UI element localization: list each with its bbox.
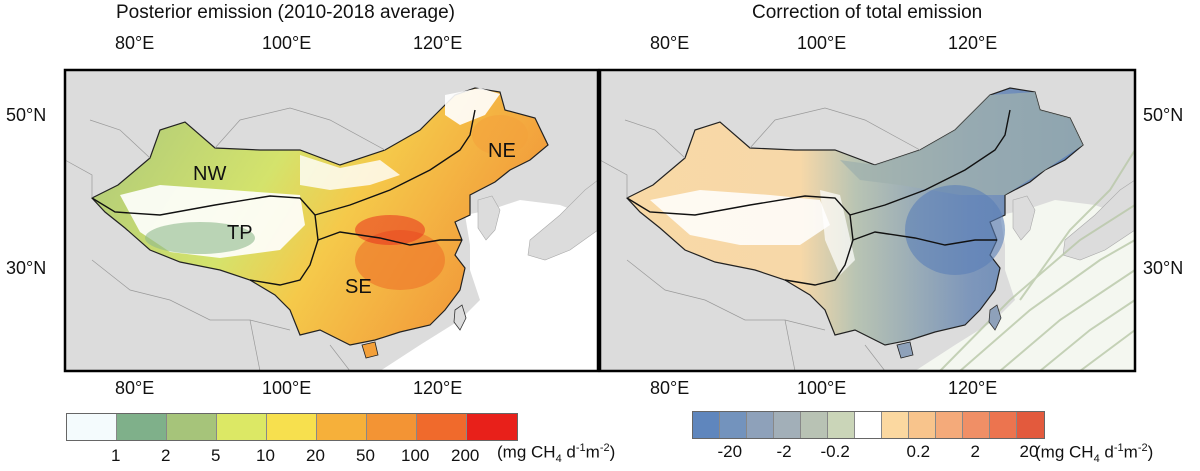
cbarR-label-0: -20 (717, 442, 743, 461)
right-country-borders (600, 107, 921, 371)
right-map-title: Correction of total emission (752, 2, 983, 23)
left-taiwan (453, 304, 467, 331)
cbarR-swatch-8 (909, 412, 936, 438)
left-region-boundary-tp-se (249, 214, 319, 286)
cbarR-swatch-0 (693, 412, 720, 438)
cbarR-swatch-1 (720, 412, 747, 438)
right-shipping-tracks (939, 149, 1135, 371)
region-label-nw: NW (193, 163, 227, 185)
cbarR-swatch-2 (747, 412, 774, 438)
cbarL-swatch-0 (67, 414, 117, 440)
cbarL-label-7: 200 (451, 446, 480, 465)
left-colorbar (66, 413, 518, 441)
right-colorbar (692, 411, 1045, 439)
cbarL-label-6: 100 (401, 446, 430, 465)
left-hainan (361, 341, 379, 359)
cbarL-swatch-1 (117, 414, 167, 440)
lon-tick-top-left-120: 120°E (413, 33, 463, 53)
cbarL-label-3: 10 (256, 446, 275, 465)
cbarL-label-1: 2 (161, 446, 171, 465)
right-map (600, 70, 1135, 371)
cbarR-label-4: 2 (970, 442, 980, 461)
left-low-emission-northeast (445, 88, 500, 125)
right-white-wedge (820, 190, 855, 275)
cbarR-label-1: -2 (776, 442, 792, 461)
cbarR-label-2: -0.2 (820, 442, 850, 461)
right-region-boundary-tp-se (784, 214, 854, 286)
region-label-tp: TP (227, 222, 253, 244)
cbarR-label-5: 20 (1019, 442, 1039, 461)
cbarL-label-0: 1 (111, 446, 121, 465)
lon-tick-bottom-left-80: 80°E (115, 378, 155, 398)
lon-tick-top-right-100: 100°E (797, 33, 847, 53)
right-hainan (896, 341, 914, 359)
cbarL-label-2: 5 (211, 446, 221, 465)
right-region-boundary-ne-se (852, 231, 997, 246)
cbarL-swatch-5 (317, 414, 367, 440)
lon-tick-top-left-100: 100°E (262, 33, 312, 53)
left-korea (477, 195, 501, 241)
left-map-title: Posterior emission (2010-2018 average) (116, 2, 456, 23)
left-region-boundary-ne-se (317, 231, 462, 246)
cbarR-swatch-12 (1017, 412, 1044, 438)
cbarR-swatch-5 (828, 412, 855, 438)
right-white-zone-west (650, 190, 830, 245)
cbarR-swatch-10 (963, 412, 990, 438)
right-region-boundary-nw-tp (626, 195, 851, 216)
cbarL-label-5: 50 (356, 446, 375, 465)
cbarL-swatch-8 (467, 414, 517, 440)
right-east-blue-core (905, 185, 1005, 275)
lon-tick-bottom-left-100: 100°E (262, 378, 312, 398)
right-colorbar-unit: (mg CH4 d-1m-2) (1035, 442, 1154, 466)
lat-tick-left-30: 30°N (6, 258, 47, 278)
left-region-boundary-nw-ne (314, 109, 476, 216)
left-region-boundary-nw-tp (91, 195, 316, 216)
left-ne-hotspot (472, 115, 528, 155)
cbarR-swatch-9 (936, 412, 963, 438)
cbarL-swatch-7 (417, 414, 467, 440)
right-taiwan (988, 304, 1002, 331)
cbarR-swatch-3 (774, 412, 801, 438)
lon-tick-top-right-80: 80°E (650, 33, 690, 53)
lat-tick-left-50: 50°N (6, 105, 47, 125)
left-colorbar-unit: (mg CH4 d-1m-2) (497, 442, 616, 466)
lon-tick-bottom-right-100: 100°E (797, 378, 847, 398)
left-map (65, 70, 598, 371)
lat-tick-right-50: 50°N (1143, 105, 1184, 125)
lon-tick-bottom-right-80: 80°E (650, 378, 690, 398)
left-se-hotspot-1 (355, 230, 445, 290)
lon-tick-bottom-left-120: 120°E (413, 378, 463, 398)
lon-tick-top-left-80: 80°E (115, 33, 155, 53)
left-country-borders (65, 107, 386, 371)
left-map-frame (63, 68, 600, 373)
cbarR-label-3: 0.2 (906, 442, 931, 461)
lon-tick-top-right-120: 120°E (948, 33, 998, 53)
right-northeast-greygreen (840, 92, 1083, 195)
left-japan (527, 179, 598, 261)
right-korea (1012, 195, 1036, 241)
lon-tick-bottom-right-120: 120°E (948, 378, 998, 398)
left-china-landmass (91, 87, 549, 346)
cbarL-swatch-6 (367, 414, 417, 440)
cbarL-swatch-4 (267, 414, 317, 440)
region-label-ne: NE (488, 140, 516, 162)
cbarR-swatch-7 (882, 412, 909, 438)
region-label-se: SE (345, 276, 372, 298)
cbarR-swatch-6 (855, 412, 882, 438)
cbarR-swatch-4 (801, 412, 828, 438)
cbarL-swatch-2 (167, 414, 217, 440)
left-low-emission-north (300, 155, 400, 190)
cbarL-swatch-3 (217, 414, 267, 440)
lat-tick-right-30: 30°N (1143, 258, 1184, 278)
cbarR-swatch-11 (990, 412, 1017, 438)
cbarL-label-4: 20 (306, 446, 325, 465)
left-tp-band (145, 222, 255, 254)
right-map-frame (598, 68, 1137, 373)
right-region-boundary-nw-ne (849, 109, 1011, 216)
